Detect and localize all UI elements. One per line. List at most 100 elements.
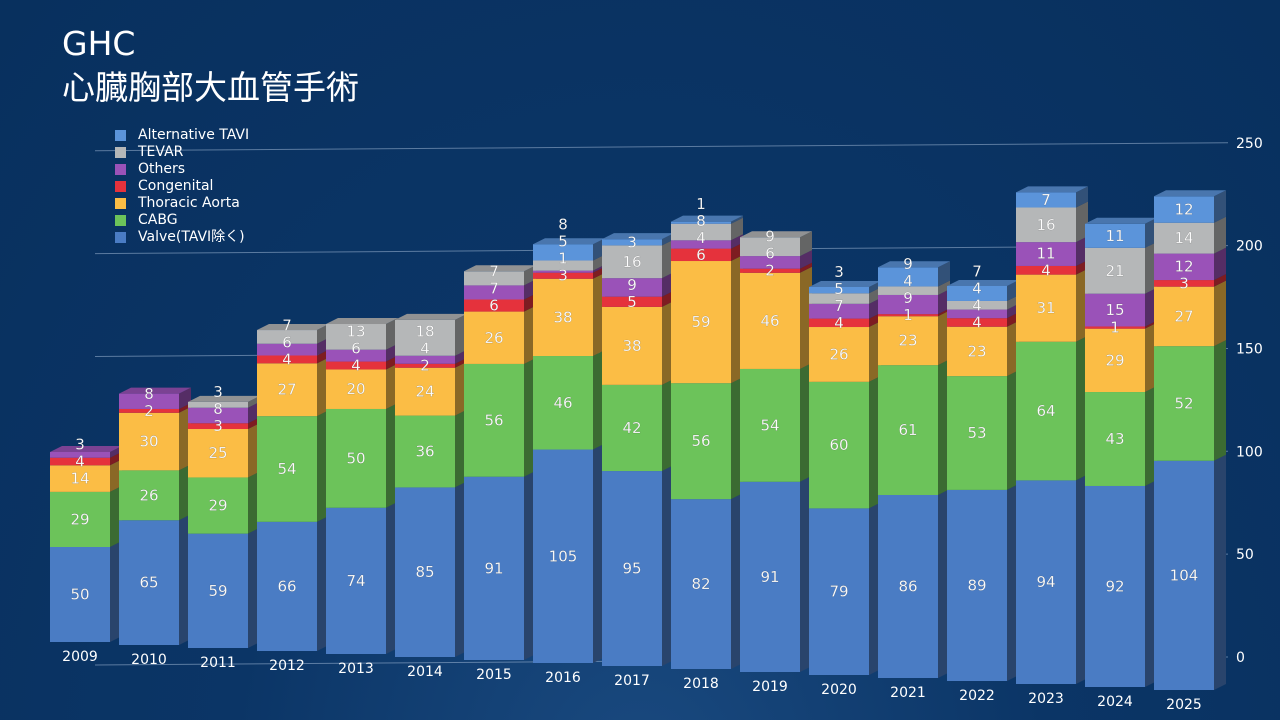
legend-label: Congenital xyxy=(138,178,214,194)
data-label: 4 xyxy=(972,279,982,297)
data-label: 4 xyxy=(972,313,982,331)
bar-top xyxy=(464,265,536,272)
bar-top xyxy=(257,324,329,331)
x-tick-label: 2024 xyxy=(1097,694,1133,710)
bar-segment-side xyxy=(938,261,950,287)
bar-segment xyxy=(50,457,110,466)
bar-segment xyxy=(395,415,455,488)
data-label: 91 xyxy=(760,568,779,586)
data-label: 3 xyxy=(75,436,85,454)
bar-segment xyxy=(878,494,938,678)
data-label: 61 xyxy=(898,421,917,439)
bar-segment xyxy=(533,260,593,271)
bar-segment xyxy=(119,412,179,471)
title-line2: 心臓胸部大血管手術 xyxy=(62,68,359,107)
data-label: 8 xyxy=(144,385,154,403)
bar-segment xyxy=(50,452,110,458)
bar-segment xyxy=(740,481,800,672)
data-label: 23 xyxy=(967,342,986,360)
bar-segment xyxy=(1085,326,1145,329)
bar-segment-side xyxy=(731,217,743,241)
data-label: 31 xyxy=(1036,299,1055,317)
data-label: 2 xyxy=(144,402,154,420)
data-label: 7 xyxy=(282,316,292,334)
bar-segment xyxy=(1085,392,1145,486)
data-label: 12 xyxy=(1174,201,1193,219)
bar-segment xyxy=(1085,223,1145,248)
data-label: 7 xyxy=(834,297,844,315)
legend-label: Thoracic Aorta xyxy=(138,195,240,211)
bar-top xyxy=(740,231,812,238)
data-label: 7 xyxy=(1041,191,1051,209)
gridline xyxy=(94,142,1229,152)
data-label: 11 xyxy=(1036,244,1055,262)
data-label: 2 xyxy=(765,262,775,280)
bar-segment xyxy=(809,327,869,382)
data-label: 64 xyxy=(1036,402,1055,420)
bar-top xyxy=(602,233,674,240)
legend-swatch xyxy=(115,215,126,226)
bar-segment xyxy=(326,324,386,350)
bar-segment xyxy=(119,520,179,645)
bar-segment xyxy=(1154,253,1214,281)
x-tick-label: 2025 xyxy=(1166,697,1202,713)
bar-segment xyxy=(50,465,110,492)
bar-segment xyxy=(395,487,455,657)
bar-segment xyxy=(809,508,869,675)
bar-segment xyxy=(878,314,938,317)
bar-segment xyxy=(740,256,800,269)
bar-segment xyxy=(1085,247,1145,294)
legend-item: Alternative TAVI xyxy=(115,127,249,144)
y-tick-label: 250 xyxy=(1236,136,1263,152)
bar-segment xyxy=(464,311,524,364)
data-label: 26 xyxy=(139,486,158,504)
data-label: 59 xyxy=(691,313,710,331)
legend-label: Others xyxy=(138,161,186,177)
data-label: 85 xyxy=(415,563,434,581)
bar-segment xyxy=(671,221,731,224)
data-label: 2 xyxy=(420,357,430,375)
bar-segment xyxy=(809,303,869,319)
data-label: 4 xyxy=(420,340,430,358)
bar-segment xyxy=(878,316,938,366)
data-label: 42 xyxy=(622,419,641,437)
bar-segment xyxy=(395,319,455,356)
bar-segment-side xyxy=(1214,216,1226,254)
x-tick-label: 2012 xyxy=(269,658,305,674)
bar-segment xyxy=(1085,485,1145,687)
bar-segment xyxy=(257,521,317,651)
bar-segment xyxy=(50,491,110,547)
bar-segment xyxy=(395,367,455,416)
data-label: 3 xyxy=(213,383,223,401)
bar-top xyxy=(1016,186,1088,193)
data-label: 43 xyxy=(1105,430,1124,448)
data-label: 7 xyxy=(489,280,499,298)
data-label: 29 xyxy=(1105,351,1124,369)
bar-segment xyxy=(671,223,731,241)
bar-segment xyxy=(602,384,662,472)
data-label: 3 xyxy=(627,233,637,251)
y-tick-label: 50 xyxy=(1236,547,1254,563)
bar-segment xyxy=(671,499,731,669)
data-label: 8 xyxy=(213,400,223,418)
x-tick-label: 2022 xyxy=(959,688,995,704)
data-label: 13 xyxy=(346,323,365,341)
legend-item: CABG xyxy=(115,212,249,229)
y-tick-label: 100 xyxy=(1236,444,1263,460)
bar-segment xyxy=(464,285,524,300)
bar-segment xyxy=(671,261,731,384)
bar-segment xyxy=(602,296,662,307)
data-label: 7 xyxy=(489,263,499,281)
bar-segment xyxy=(602,239,662,246)
x-tick-label: 2014 xyxy=(407,664,443,680)
bar-segment xyxy=(878,365,938,495)
data-label: 1 xyxy=(903,306,913,324)
data-label: 89 xyxy=(967,576,986,594)
legend-swatch xyxy=(115,164,126,175)
data-label: 4 xyxy=(834,314,844,332)
legend: Alternative TAVI TEVAR Others Congenital Tho… xyxy=(115,127,249,246)
bar-segment-side xyxy=(1076,186,1088,208)
x-tick-label: 2019 xyxy=(752,679,788,695)
data-label: 94 xyxy=(1036,573,1055,591)
data-label: 6 xyxy=(696,246,706,264)
